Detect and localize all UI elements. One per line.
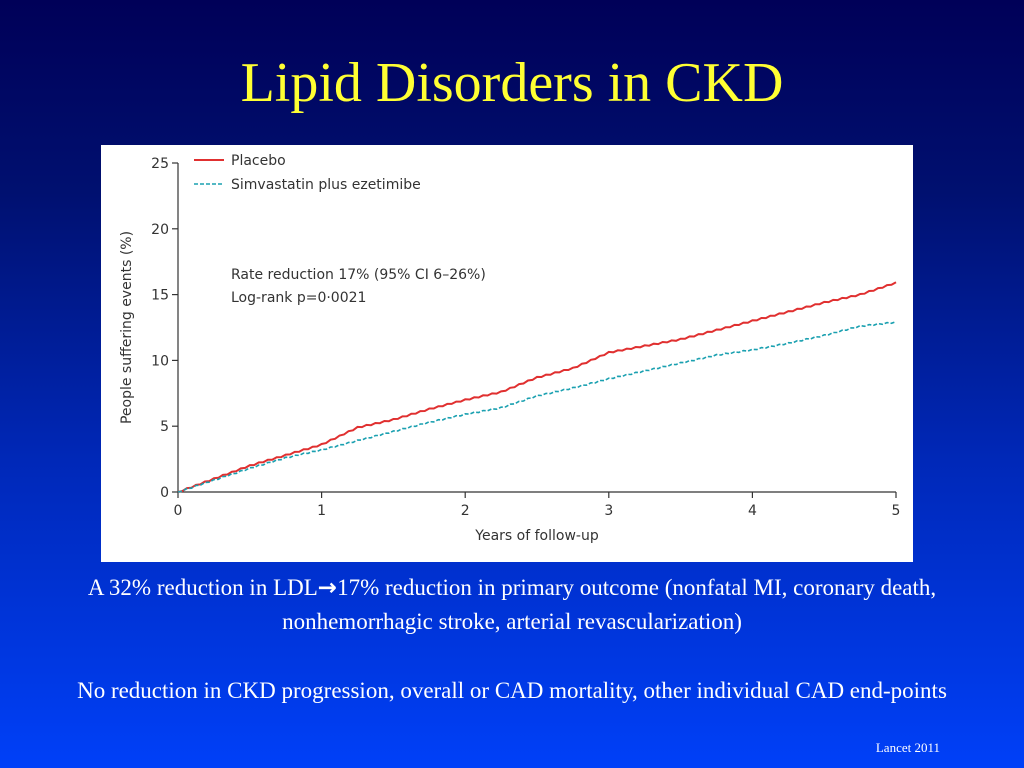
y-tick-label: 20 — [151, 222, 169, 238]
caption-primary-outcome: A 32% reduction in LDL→17% reduction in … — [60, 571, 964, 639]
caption-no-reduction: No reduction in CKD progression, overall… — [77, 678, 947, 703]
x-tick-label: 4 — [748, 503, 757, 519]
x-axis-label: Years of follow-up — [474, 528, 599, 544]
x-tick-label: 5 — [892, 503, 901, 519]
series-line-placebo — [177, 281, 897, 493]
slide-title: Lipid Disorders in CKD — [240, 52, 784, 114]
legend-label: Placebo — [231, 153, 286, 169]
legend-label: Simvastatin plus ezetimibe — [231, 177, 421, 193]
caption-text-after-arrow: 17% reduction in primary outcome (nonfat… — [282, 575, 937, 634]
x-tick-label: 1 — [317, 503, 326, 519]
y-tick-label: 5 — [160, 419, 169, 435]
y-tick-label: 25 — [151, 156, 169, 172]
y-axis-label: People suffering events (%) — [119, 231, 135, 424]
caption-text-before-arrow: A 32% reduction in LDL — [87, 575, 318, 600]
kaplan-meier-chart: 0 5 10 15 20 25 0 1 2 3 4 5 Years of follow-up People… — [119, 153, 901, 544]
y-tick-label: 0 — [160, 485, 169, 501]
citation: Lancet 2011 — [875, 740, 940, 755]
x-tick-label: 3 — [604, 503, 613, 519]
series-line-simvastatin-ezetimibe — [177, 320, 897, 493]
y-tick-label: 15 — [151, 288, 169, 304]
chart-panel: 0 5 10 15 20 25 0 1 2 3 4 5 Years of follow-up People… — [101, 145, 913, 562]
x-tick-label: 0 — [174, 503, 183, 519]
x-tick-label: 2 — [461, 503, 470, 519]
right-arrow-icon: → — [317, 575, 338, 601]
y-tick-label: 10 — [151, 353, 169, 369]
chart-annotation: Rate reduction 17% (95% CI 6–26%) — [231, 267, 486, 283]
chart-annotation: Log-rank p=0·0021 — [231, 290, 366, 306]
